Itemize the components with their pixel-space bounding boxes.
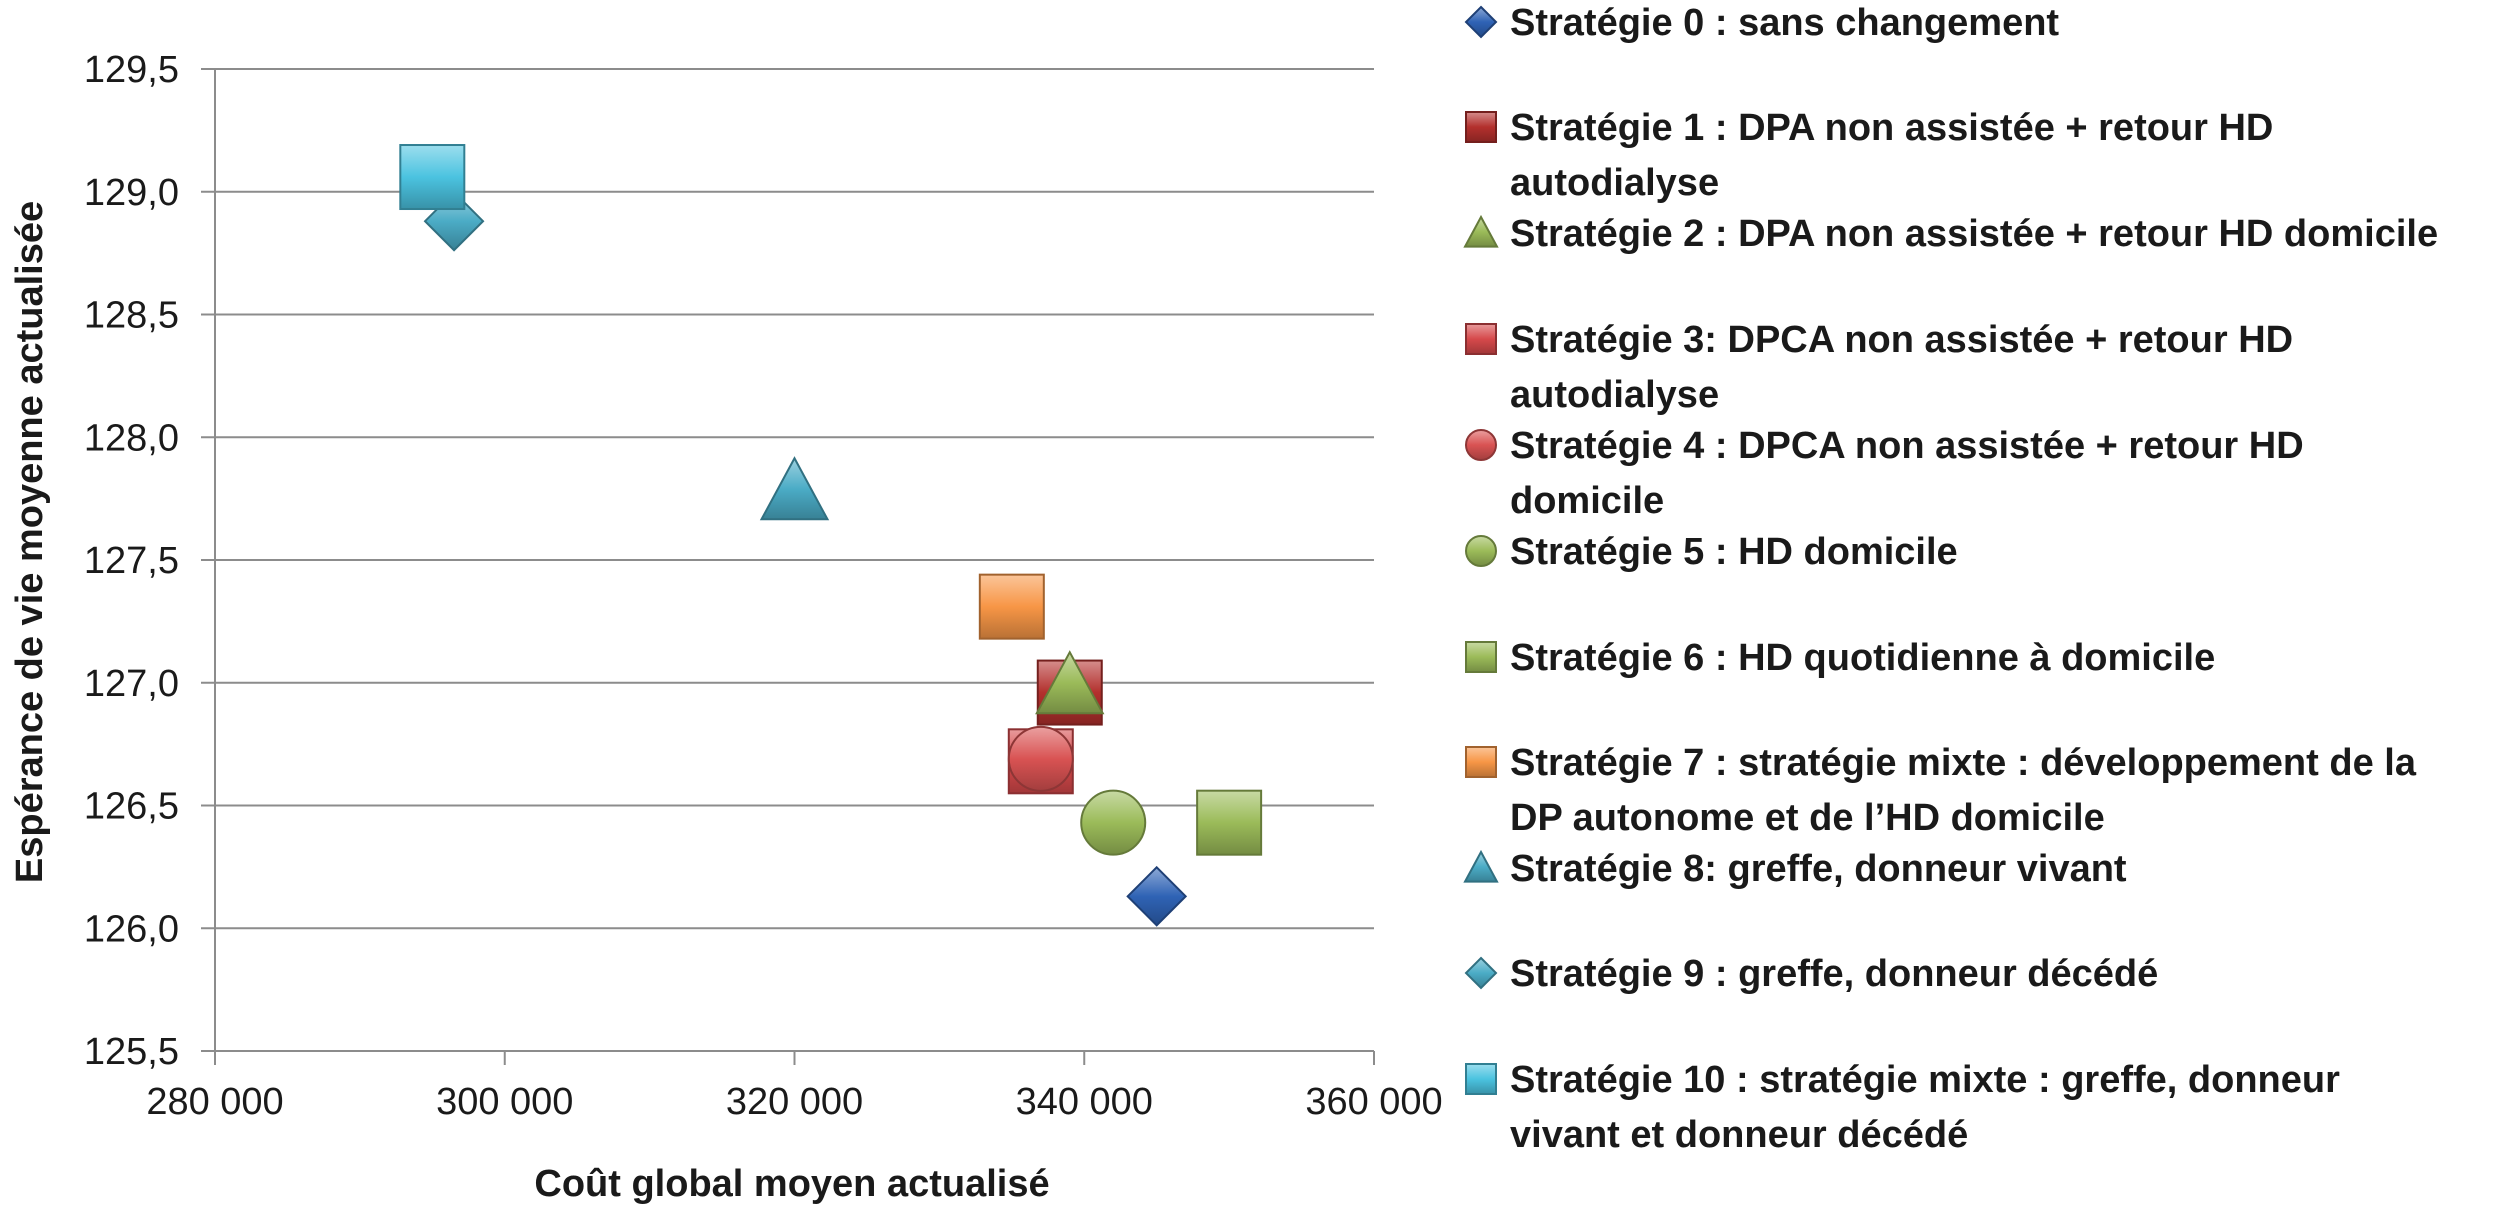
legend-marker-strategie-3 <box>1465 323 1497 355</box>
legend-label-strategie-1: Stratégie 1 : DPA non assistée + retour … <box>1510 107 2273 204</box>
data-point-strategie-4 <box>1007 725 1074 792</box>
data-point-strategie-5 <box>1080 789 1147 856</box>
y-tick-label: 127,0 <box>84 663 179 705</box>
data-point-strategie-8 <box>759 456 830 521</box>
legend-marker-strategie-8 <box>1463 849 1499 883</box>
legend-marker-strategie-5 <box>1465 535 1497 567</box>
grid <box>215 68 1374 1052</box>
legend-marker-strategie-4 <box>1465 429 1497 461</box>
x-tick-label: 300 000 <box>436 1081 573 1123</box>
y-tick-label: 126,0 <box>84 908 179 950</box>
legend-marker-strategie-7 <box>1465 746 1497 778</box>
legend-label-strategie-4: Stratégie 4 : DPCA non assistée + retour… <box>1510 425 2304 522</box>
data-point-strategie-0 <box>1126 865 1188 927</box>
y-tick-label: 128,0 <box>84 417 179 459</box>
x-axis-title: Coût global moyen actualisé <box>534 1163 1049 1205</box>
legend-label-strategie-3: Stratégie 3: DPCA non assistée + retour … <box>1510 319 2293 416</box>
legend-label-strategie-10: Stratégie 10 : stratégie mixte : greffe,… <box>1510 1059 2340 1156</box>
x-tick-label: 360 000 <box>1305 1081 1442 1123</box>
legend-label-strategie-9: Stratégie 9 : greffe, donneur décédé <box>1510 953 2158 995</box>
y-tick-label: 128,5 <box>84 295 179 337</box>
axes: 125,5 126,0 126,5 127,0 127,5 128,0 128,5 129,0… <box>84 49 1443 1123</box>
y-tick-label: 126,5 <box>84 786 179 828</box>
data-point-strategie-2 <box>1035 650 1105 715</box>
x-tick-label: 320 000 <box>726 1081 863 1123</box>
legend-label-strategie-8: Stratégie 8: greffe, donneur vivant <box>1510 848 2127 890</box>
legend-marker-strategie-0 <box>1464 5 1498 39</box>
y-tick-label: 125,5 <box>84 1031 179 1073</box>
legend: Stratégie 0 : sans changement Stratégie 1… <box>1463 2 2438 1156</box>
legend-marker-strategie-1 <box>1465 111 1497 143</box>
data-points <box>399 144 1263 927</box>
legend-label-strategie-2: Stratégie 2 : DPA non assistée + retour … <box>1510 213 2438 255</box>
data-point-strategie-7 <box>978 573 1045 640</box>
x-tick-label: 340 000 <box>1016 1081 1153 1123</box>
legend-marker-strategie-10 <box>1465 1063 1497 1095</box>
y-tick-label: 127,5 <box>84 540 179 582</box>
legend-label-strategie-6: Stratégie 6 : HD quotidienne à domicile <box>1510 637 2215 679</box>
legend-marker-strategie-6 <box>1465 641 1497 673</box>
legend-label-strategie-0: Stratégie 0 : sans changement <box>1510 2 2059 44</box>
legend-label-strategie-5: Stratégie 5 : HD domicile <box>1510 531 1958 573</box>
legend-marker-strategie-2 <box>1463 214 1499 248</box>
legend-marker-strategie-9 <box>1464 956 1498 990</box>
y-tick-label: 129,5 <box>84 49 179 91</box>
legend-label-strategie-7: Stratégie 7 : stratégie mixte : développ… <box>1510 742 2417 839</box>
y-tick-label: 129,0 <box>84 172 179 214</box>
data-point-strategie-10 <box>399 144 466 211</box>
x-tick-label: 280 000 <box>146 1081 283 1123</box>
data-point-strategie-6 <box>1196 789 1263 856</box>
y-axis-title: Espérance de vie moyenne actualisée <box>9 201 51 883</box>
